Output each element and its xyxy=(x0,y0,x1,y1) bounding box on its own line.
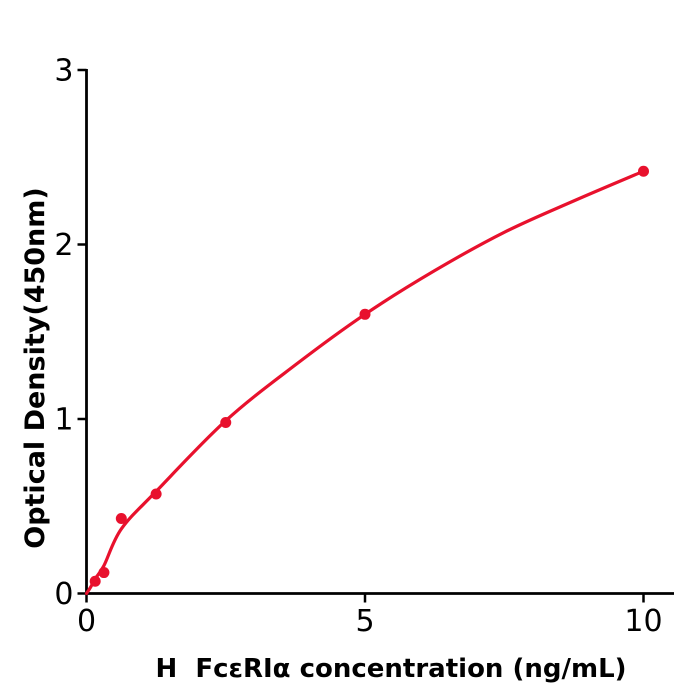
fitted-curve xyxy=(84,169,646,596)
data-point xyxy=(150,488,162,500)
data-point xyxy=(359,308,371,320)
x-tick-label: 10 xyxy=(624,604,662,639)
y-tick-label: 3 xyxy=(54,54,73,89)
data-points xyxy=(89,165,649,587)
data-point xyxy=(89,575,101,587)
y-tick-label: 1 xyxy=(54,403,73,438)
y-axis-ticks: 0 1 2 3 xyxy=(54,54,87,612)
data-point xyxy=(638,165,649,177)
data-point xyxy=(115,512,127,524)
x-tick-label: 5 xyxy=(355,604,374,639)
y-axis-title: Optical Density(450nm) xyxy=(20,187,51,549)
x-axis-ticks: 0 5 10 xyxy=(77,593,663,639)
y-tick-label: 0 xyxy=(54,577,73,612)
y-tick-label: 2 xyxy=(54,228,73,263)
data-point xyxy=(220,416,232,428)
x-tick-label: 0 xyxy=(77,604,96,639)
x-axis-title: H FcεRIα concentration (ng/mL) xyxy=(155,654,626,684)
data-point xyxy=(98,567,110,579)
